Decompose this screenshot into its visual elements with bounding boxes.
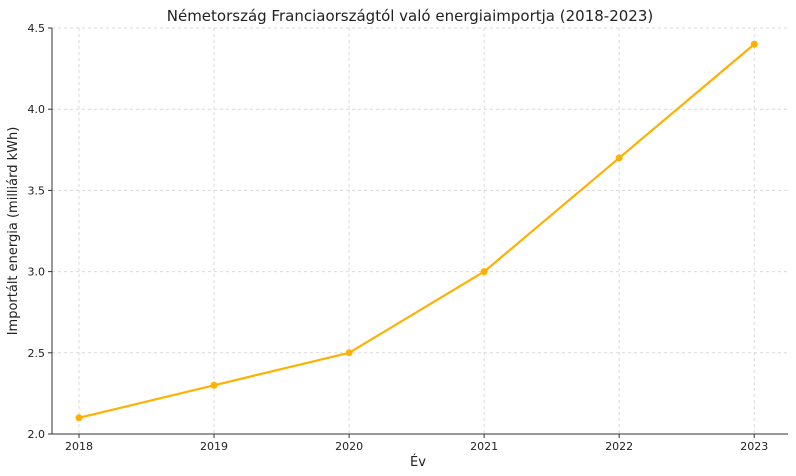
y-tick-label: 4.0 bbox=[28, 103, 46, 116]
x-tick-labels: 2018 2019 2020 2021 2022 2023 bbox=[65, 434, 768, 453]
x-tick-label: 2020 bbox=[335, 440, 363, 453]
y-tick-label: 3.5 bbox=[28, 184, 46, 197]
axes bbox=[51, 28, 788, 435]
series-line bbox=[78, 43, 755, 419]
data-point bbox=[345, 349, 353, 357]
data-point bbox=[750, 40, 758, 48]
data-point bbox=[210, 381, 218, 389]
series-layer bbox=[75, 40, 758, 422]
y-tick-label: 3.0 bbox=[28, 266, 46, 279]
y-axis-title: Importált energia (milliárd kWh) bbox=[6, 127, 21, 336]
x-axis-title: Év bbox=[410, 454, 426, 470]
x-tick-label: 2018 bbox=[65, 440, 93, 453]
x-tick-label: 2019 bbox=[200, 440, 228, 453]
data-point bbox=[615, 154, 623, 162]
x-tick-label: 2022 bbox=[605, 440, 633, 453]
y-tick-labels: 2.0 2.5 3.0 3.5 4.0 4.5 bbox=[28, 22, 52, 441]
x-tick-label: 2023 bbox=[740, 440, 768, 453]
chart-title: Németország Franciaországtól való energi… bbox=[167, 7, 653, 25]
y-tick-label: 2.5 bbox=[28, 347, 46, 360]
data-point bbox=[480, 268, 488, 276]
y-tick-label: 4.5 bbox=[28, 22, 46, 35]
y-tick-label: 2.0 bbox=[28, 428, 46, 441]
data-point bbox=[75, 414, 83, 422]
x-tick-label: 2021 bbox=[470, 440, 498, 453]
grid bbox=[52, 27, 788, 435]
